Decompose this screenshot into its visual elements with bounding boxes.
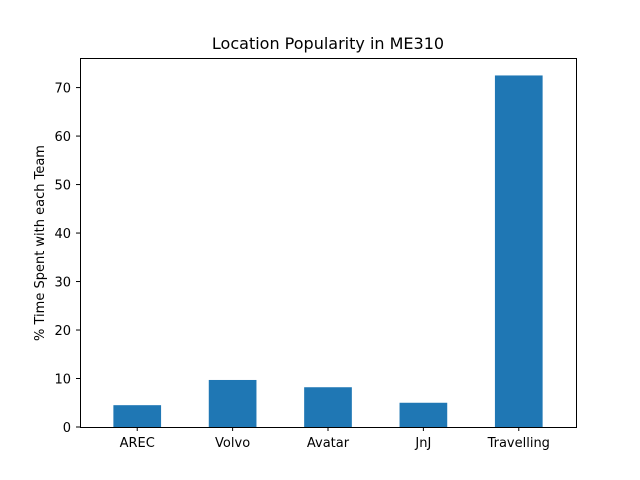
x-tick-label: JnJ — [414, 436, 431, 451]
y-tick-label: 50 — [54, 179, 71, 194]
bar-jnj — [399, 402, 448, 427]
y-axis-label: % Time Spent with each Team — [33, 145, 48, 341]
bar-volvo — [208, 379, 257, 427]
x-tick-label: Avatar — [307, 436, 350, 451]
chart-title: Location Popularity in ME310 — [212, 34, 444, 53]
y-ticks-group: 0 10 20 30 40 50 60 70 — [54, 82, 80, 436]
x-tick-label: Volvo — [215, 436, 250, 451]
y-tick-label: 30 — [54, 276, 71, 291]
y-tick-label: 20 — [54, 324, 71, 339]
bar-travelling — [494, 75, 543, 427]
bars-group — [113, 75, 543, 427]
x-tick-label: Travelling — [487, 436, 550, 451]
y-tick-label: 40 — [54, 227, 71, 242]
x-ticks-group: AREC Volvo Avatar JnJ Travelling — [120, 427, 550, 451]
y-tick-label: 60 — [54, 130, 71, 145]
bar-arec — [113, 405, 162, 427]
x-tick-label: AREC — [120, 436, 155, 451]
bar-avatar — [304, 387, 352, 427]
y-tick-label: 70 — [54, 82, 71, 97]
y-tick-label: 0 — [63, 421, 71, 436]
y-tick-label: 10 — [54, 373, 71, 388]
plot-frame — [80, 58, 577, 428]
